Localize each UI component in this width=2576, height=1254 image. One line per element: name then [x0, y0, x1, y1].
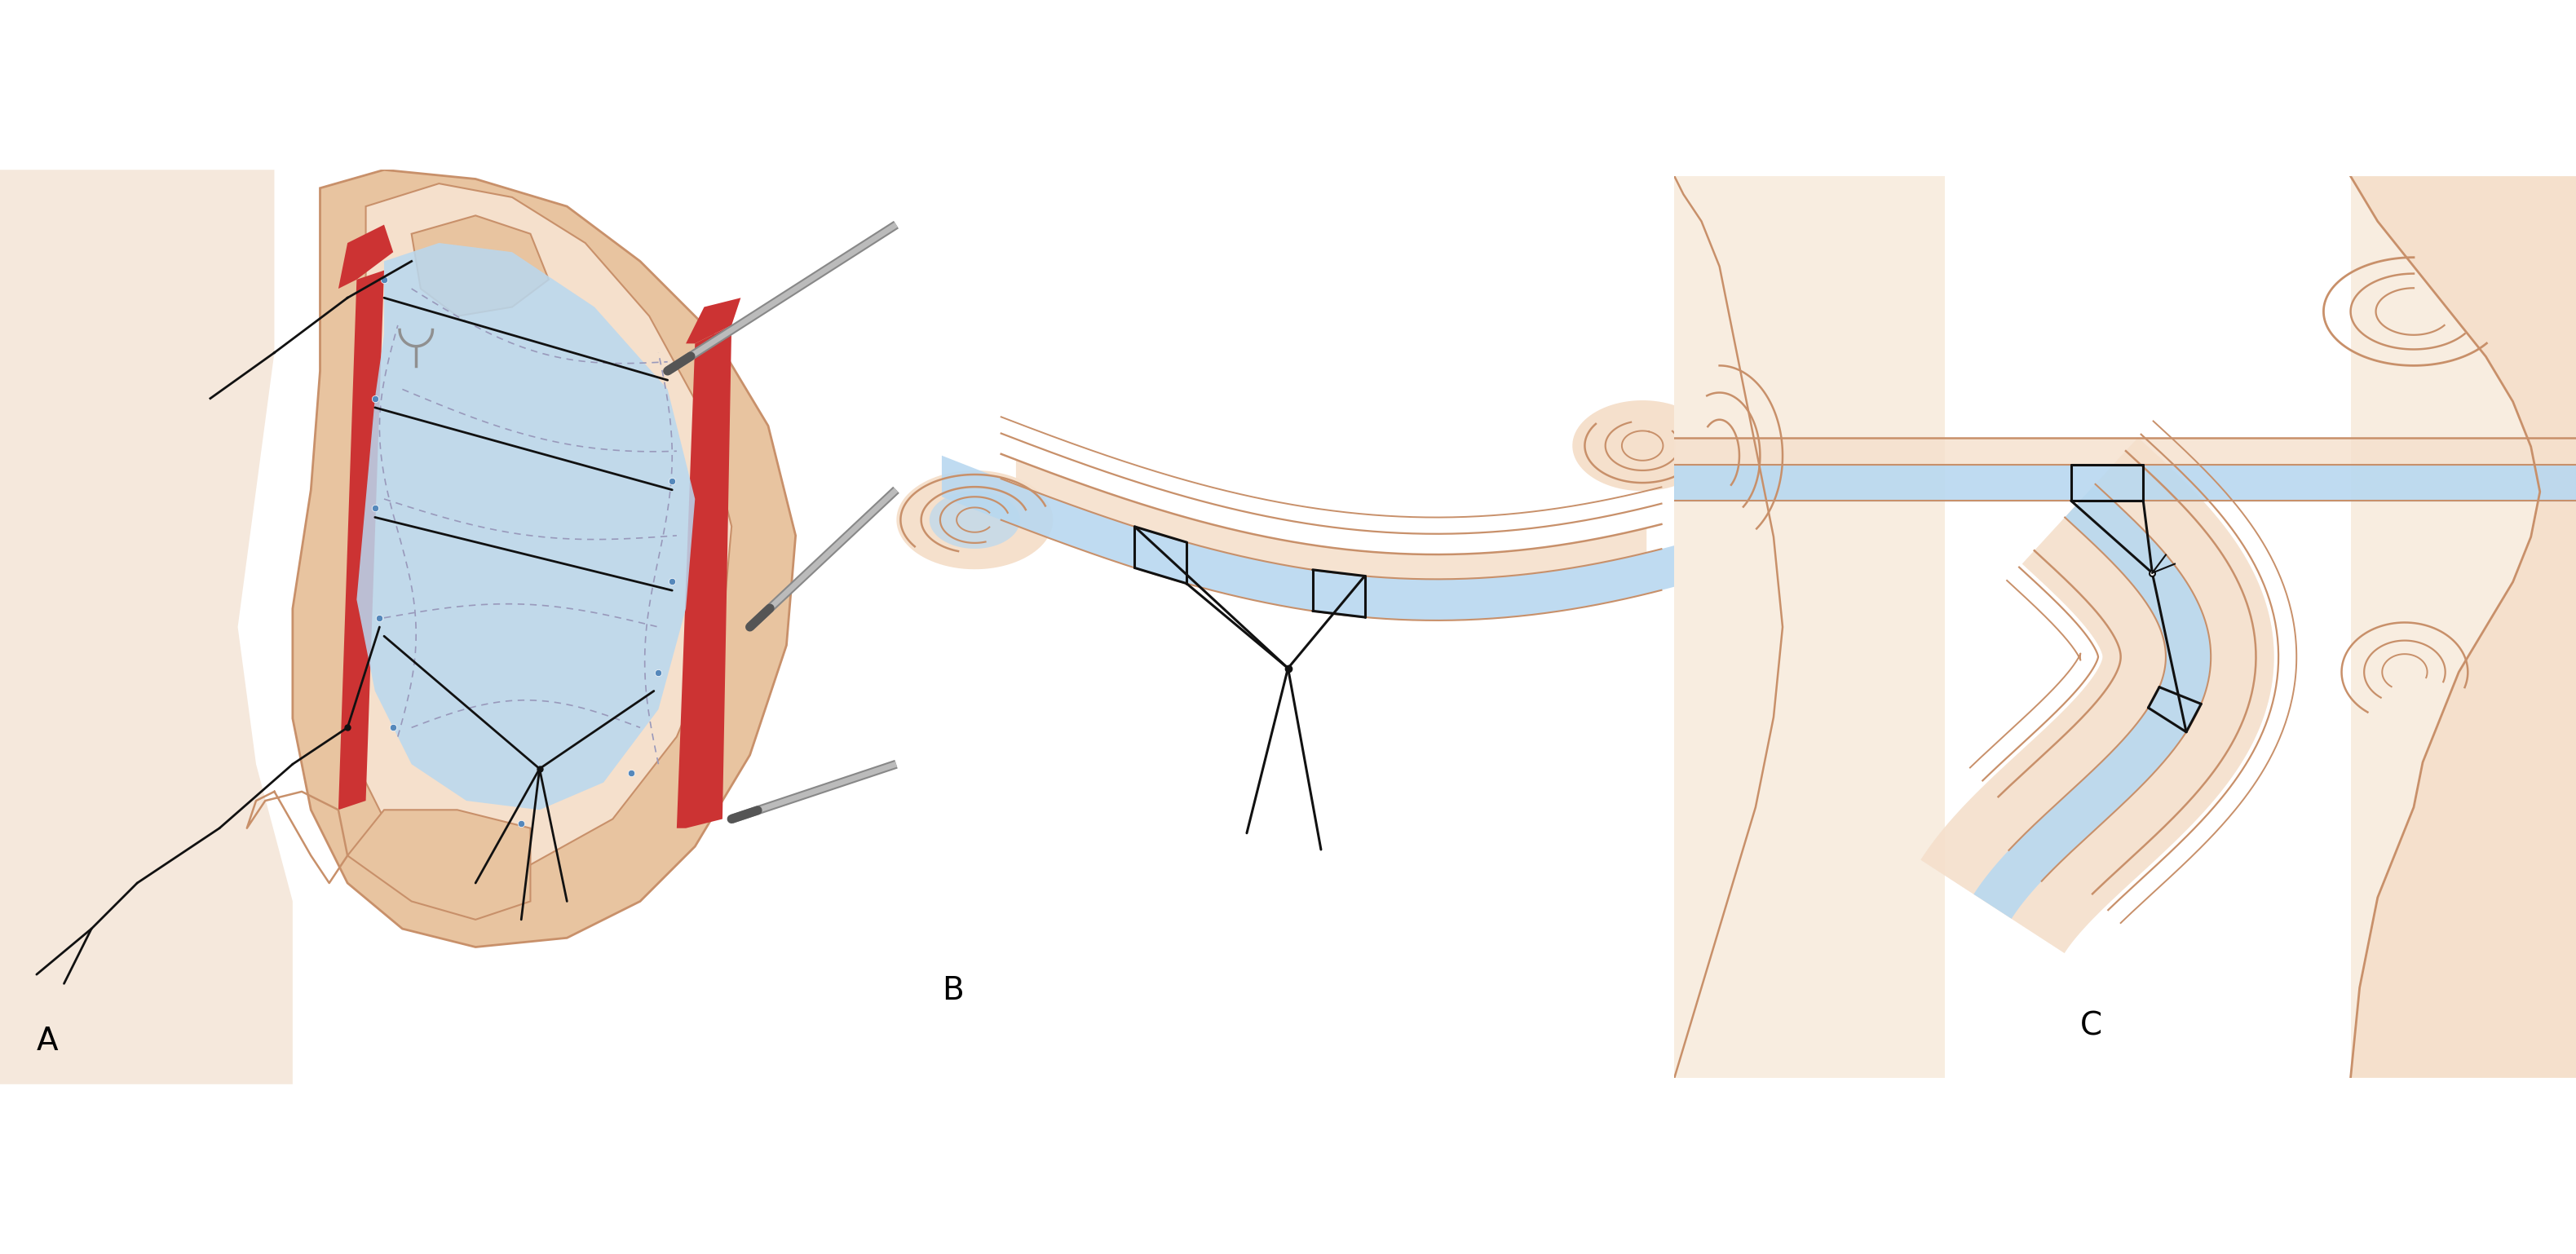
- Text: C: C: [2081, 1011, 2102, 1042]
- Polygon shape: [1674, 177, 1945, 1077]
- Text: B: B: [943, 976, 963, 1006]
- Polygon shape: [355, 243, 696, 810]
- Polygon shape: [2349, 177, 2576, 1077]
- Polygon shape: [337, 271, 384, 810]
- Polygon shape: [348, 810, 531, 919]
- Polygon shape: [1015, 460, 1646, 579]
- Polygon shape: [896, 470, 1054, 569]
- Polygon shape: [337, 224, 394, 288]
- Polygon shape: [677, 325, 732, 828]
- Polygon shape: [412, 216, 549, 316]
- Polygon shape: [0, 169, 294, 1085]
- Polygon shape: [348, 183, 732, 874]
- Polygon shape: [930, 492, 1020, 549]
- Polygon shape: [685, 298, 742, 344]
- Polygon shape: [1922, 438, 2275, 953]
- Polygon shape: [1571, 400, 1713, 492]
- Polygon shape: [1922, 438, 2275, 953]
- Polygon shape: [943, 455, 1685, 621]
- Polygon shape: [2349, 177, 2576, 1077]
- Polygon shape: [1973, 484, 2210, 919]
- Text: A: A: [36, 1026, 59, 1057]
- Polygon shape: [294, 169, 796, 947]
